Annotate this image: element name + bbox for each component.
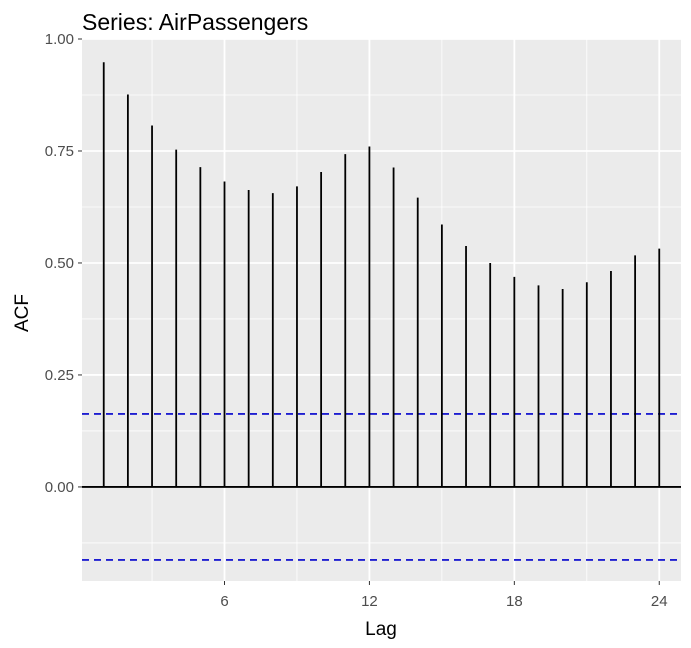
x-tick-label: 12	[361, 593, 378, 610]
y-axis-title: ACF	[12, 294, 33, 332]
y-tick-label: 0.00	[45, 479, 74, 496]
x-tick-label: 24	[651, 593, 668, 610]
plot-panel	[82, 39, 681, 581]
x-tick-label: 6	[220, 593, 228, 610]
y-tick-label: 0.75	[45, 143, 74, 160]
y-axis-ticks: 0.00 0.25 0.50 0.75 1.00	[45, 31, 82, 496]
chart-title: Series: AirPassengers	[82, 9, 308, 35]
y-tick-label: 0.25	[45, 367, 74, 384]
x-axis-ticks: 6 12 18 24	[220, 581, 668, 610]
y-tick-label: 0.50	[45, 255, 74, 272]
confidence-bounds	[82, 413, 681, 561]
x-tick-label: 18	[506, 593, 523, 610]
acf-spikes	[82, 62, 681, 488]
y-tick-label: 1.00	[45, 31, 74, 48]
x-axis-title: Lag	[365, 619, 397, 640]
